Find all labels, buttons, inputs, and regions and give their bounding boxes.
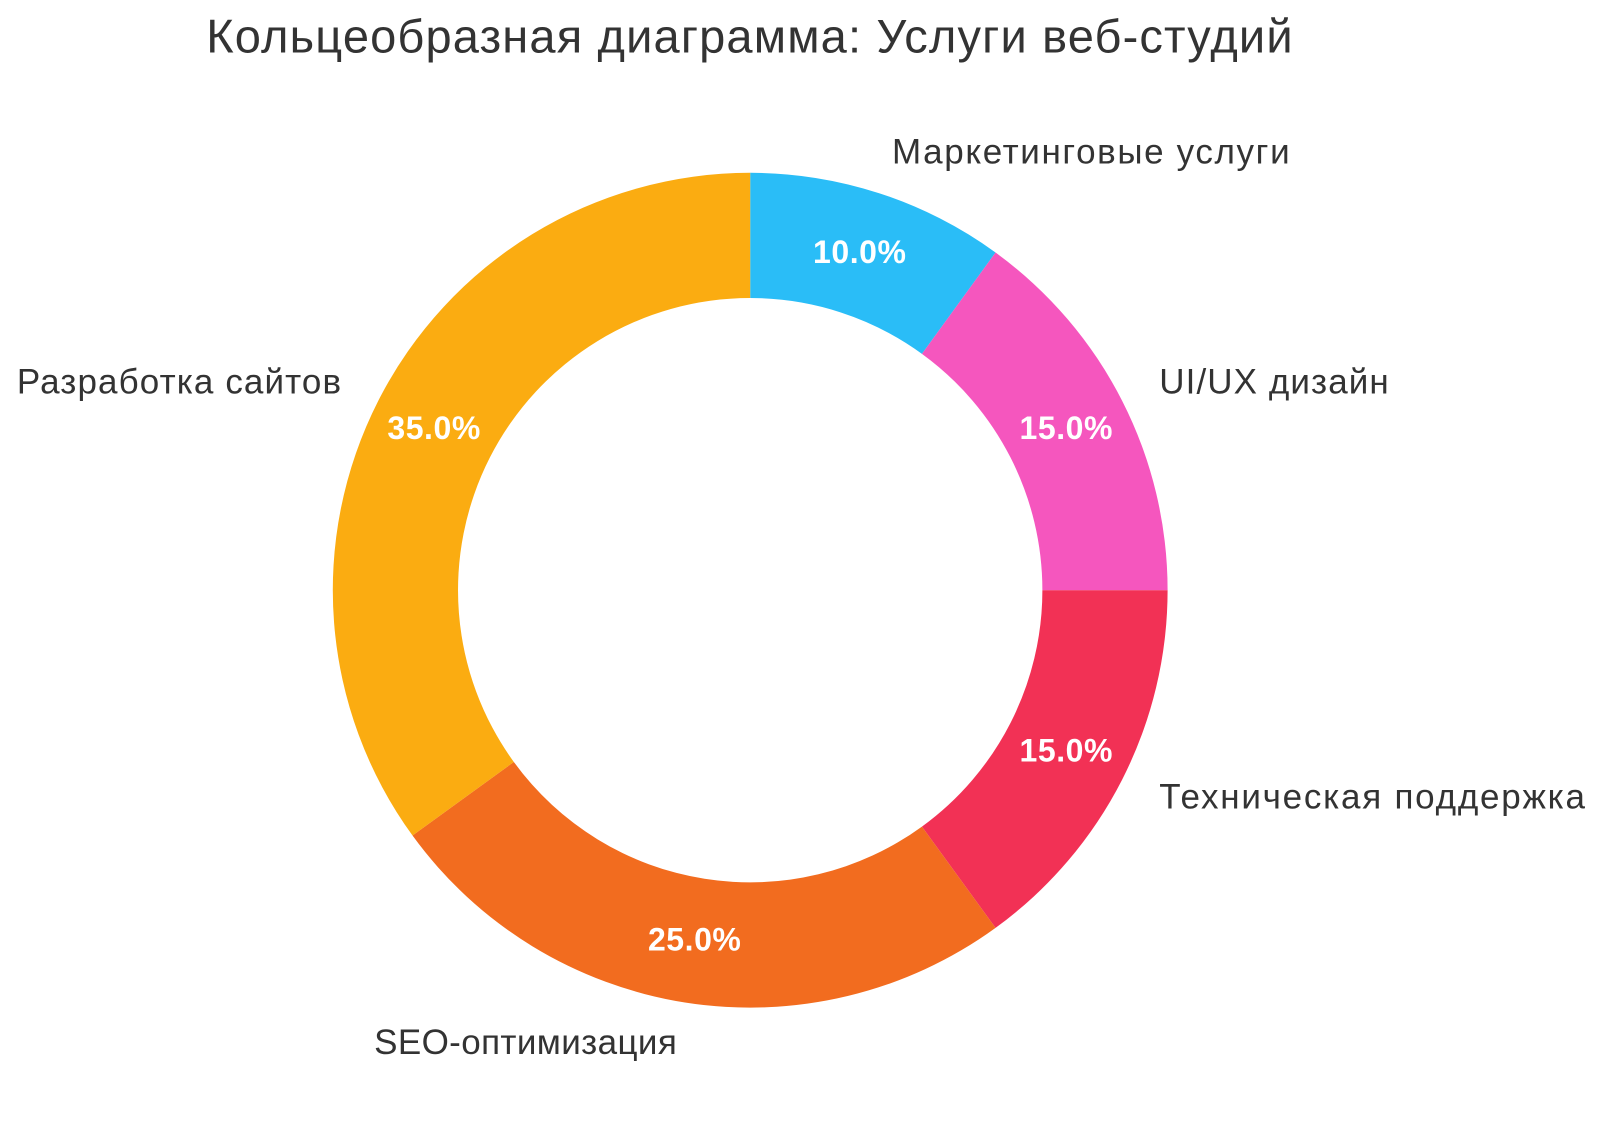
svg-text:UI/UX дизайн: UI/UX дизайн [1159,362,1390,401]
svg-text:10.0%: 10.0% [813,234,906,270]
svg-text:25.0%: 25.0% [648,922,741,958]
svg-text:15.0%: 15.0% [1020,410,1113,446]
svg-text:Кольцеобразная диаграмма: Услу: Кольцеобразная диаграмма: Услуги веб-сту… [206,10,1294,63]
svg-text:Техническая поддержка: Техническая поддержка [1159,777,1586,816]
svg-text:15.0%: 15.0% [1020,732,1113,768]
svg-text:35.0%: 35.0% [387,410,480,446]
svg-text:Разработка сайтов: Разработка сайтов [17,362,342,401]
svg-text:Маркетинговые услуги: Маркетинговые услуги [892,133,1291,172]
svg-text:SEO-оптимизация: SEO-оптимизация [374,1023,677,1062]
